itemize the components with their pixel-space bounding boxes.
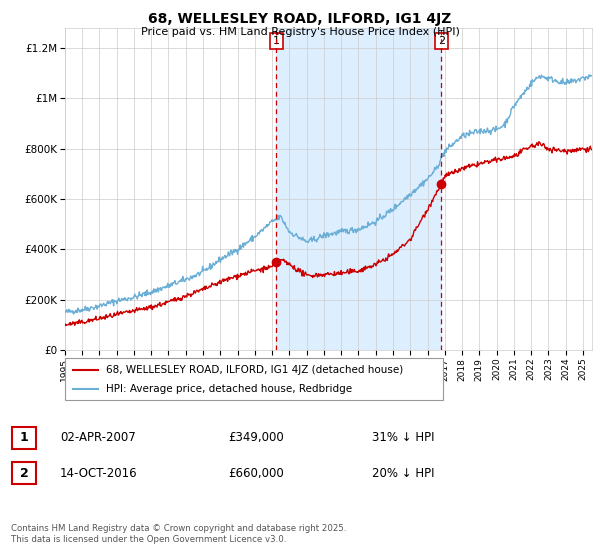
- Text: £660,000: £660,000: [228, 466, 284, 480]
- Text: 2: 2: [438, 36, 445, 46]
- Text: 20% ↓ HPI: 20% ↓ HPI: [372, 466, 434, 480]
- Text: Contains HM Land Registry data © Crown copyright and database right 2025.
This d: Contains HM Land Registry data © Crown c…: [11, 524, 346, 544]
- Text: 14-OCT-2016: 14-OCT-2016: [60, 466, 137, 480]
- Bar: [277, 28, 442, 350]
- Text: 1: 1: [20, 431, 29, 445]
- Text: Price paid vs. HM Land Registry's House Price Index (HPI): Price paid vs. HM Land Registry's House …: [140, 27, 460, 37]
- Text: 68, WELLESLEY ROAD, ILFORD, IG1 4JZ (detached house): 68, WELLESLEY ROAD, ILFORD, IG1 4JZ (det…: [106, 365, 404, 375]
- Text: 31% ↓ HPI: 31% ↓ HPI: [372, 431, 434, 445]
- Text: 02-APR-2007: 02-APR-2007: [60, 431, 136, 445]
- Text: HPI: Average price, detached house, Redbridge: HPI: Average price, detached house, Redb…: [106, 384, 353, 394]
- Text: £349,000: £349,000: [228, 431, 284, 445]
- Text: 1: 1: [273, 36, 280, 46]
- Text: 68, WELLESLEY ROAD, ILFORD, IG1 4JZ: 68, WELLESLEY ROAD, ILFORD, IG1 4JZ: [148, 12, 452, 26]
- Text: 2: 2: [20, 466, 29, 480]
